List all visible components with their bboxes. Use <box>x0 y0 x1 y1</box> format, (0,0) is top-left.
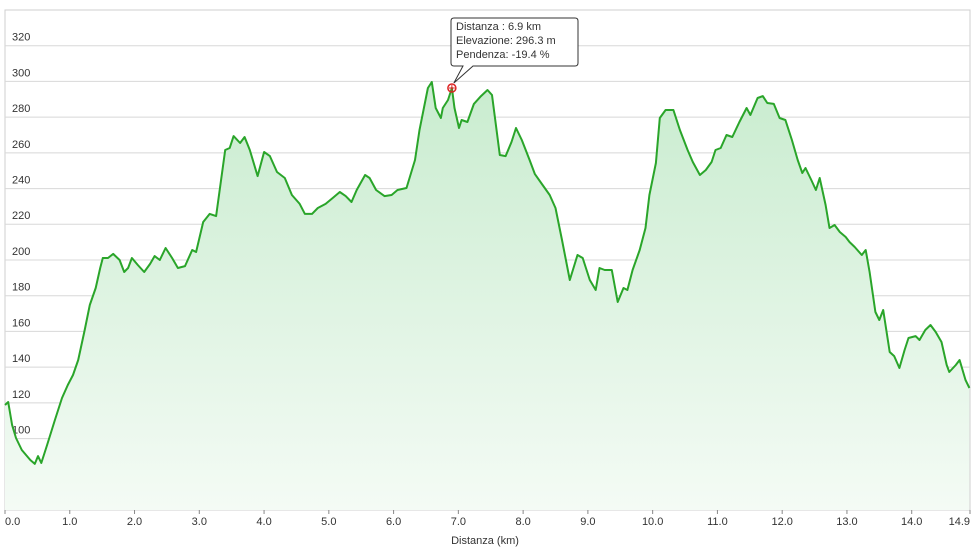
y-tick-label: 200 <box>12 246 30 258</box>
x-tick-label: 14.9 <box>949 516 970 528</box>
y-tick-label: 260 <box>12 139 30 151</box>
y-tick-label: 220 <box>12 210 30 222</box>
tooltip-cross <box>448 85 455 92</box>
y-tick-label: 280 <box>12 103 30 115</box>
tooltip-box <box>450 17 579 84</box>
x-tick-label: 7.0 <box>451 516 466 528</box>
y-tick-label: 180 <box>12 282 30 294</box>
y-tick-label: 240 <box>12 174 30 186</box>
x-tick-label: 11.0 <box>707 516 728 528</box>
tooltip-line: Elevazione: 296.3 m <box>456 35 556 47</box>
x-tick-label: 6.0 <box>386 516 401 528</box>
area-fill <box>5 82 970 510</box>
x-tick-label: 14.0 <box>901 516 922 528</box>
x-tick-label: 10.0 <box>642 516 663 528</box>
x-tick-label: 2.0 <box>127 516 142 528</box>
x-axis-label: Distanza (km) <box>451 535 519 547</box>
x-tick-label: 0.0 <box>5 516 20 528</box>
y-tick-label: 300 <box>12 67 30 79</box>
elevation-line <box>4 81 971 465</box>
x-tick-label: 9.0 <box>580 516 595 528</box>
y-tick-label: 100 <box>12 424 30 436</box>
x-tick-label: 12.0 <box>771 516 792 528</box>
x-tick-label: 4.0 <box>256 516 271 528</box>
y-tick-label: 140 <box>12 353 30 365</box>
y-tick-label: 320 <box>12 32 30 44</box>
tooltip-line: Pendenza: -19.4 % <box>456 49 550 61</box>
tooltip-line: Distanza : 6.9 km <box>456 21 541 33</box>
x-tick-label: 5.0 <box>321 516 336 528</box>
x-tick-label: 1.0 <box>62 516 77 528</box>
x-tick-label: 13.0 <box>836 516 857 528</box>
y-tick-label: 160 <box>12 317 30 329</box>
y-tick-label: 120 <box>12 389 30 401</box>
x-tick-label: 3.0 <box>192 516 207 528</box>
x-tick-label: 8.0 <box>515 516 530 528</box>
tooltip-marker <box>447 83 457 93</box>
